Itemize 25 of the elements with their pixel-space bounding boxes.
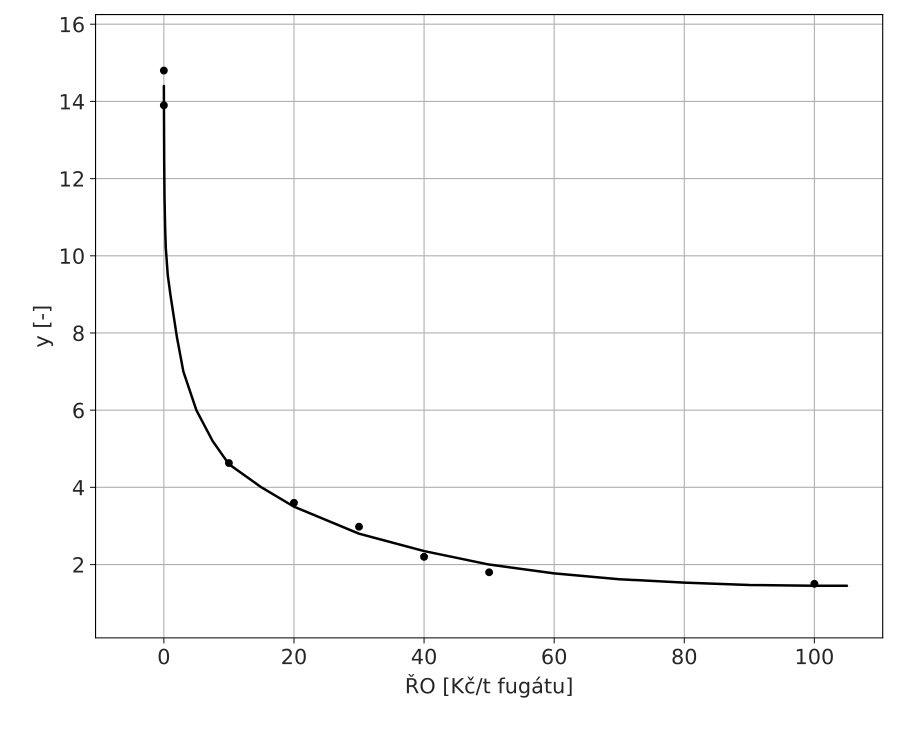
- y-tick-label: 6: [73, 402, 84, 418]
- x-tick-label: 80: [672, 648, 696, 664]
- y-tick-label: 12: [60, 171, 84, 187]
- y-axis-title: y [-]: [32, 306, 54, 347]
- point: [160, 101, 168, 110]
- point: [810, 580, 818, 588]
- point: [160, 66, 168, 74]
- x-tick-label: 100: [796, 648, 833, 664]
- x-tick-label: 40: [412, 648, 436, 664]
- y-tick-label: 10: [60, 248, 84, 264]
- y-tick-label: 4: [72, 480, 84, 496]
- point: [485, 568, 494, 576]
- x-tick-label: 60: [542, 648, 566, 664]
- point: [224, 459, 233, 467]
- y-tick-label: 16: [60, 16, 84, 32]
- x-tick-label: 20: [282, 648, 306, 664]
- y-tick-label: 14: [60, 94, 84, 110]
- y-tick-label: 8: [73, 325, 84, 342]
- point: [290, 498, 298, 507]
- x-tick-label: 0: [158, 648, 170, 664]
- point: [355, 522, 363, 531]
- line-series: [162, 84, 848, 588]
- point: [420, 552, 428, 561]
- y-tick-label: 2: [73, 557, 84, 572]
- x-axis-title: ŘO [Kč/t fugátu]: [406, 674, 572, 698]
